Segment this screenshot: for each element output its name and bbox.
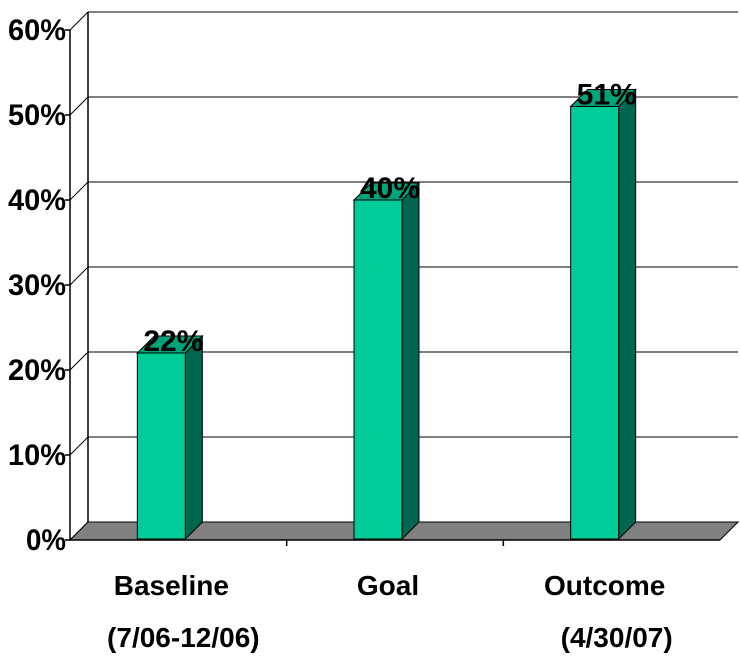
gridline-diagonal — [69, 351, 89, 371]
bar-side — [401, 181, 420, 541]
y-tick-label: 20% — [8, 354, 66, 387]
data-label: 51% — [577, 79, 637, 112]
x-tick-label: Baseline — [114, 570, 229, 601]
bar — [136, 352, 186, 540]
gridline-diagonal — [69, 266, 89, 286]
gridline-diagonal — [69, 181, 89, 201]
y-tick-label: 60% — [8, 14, 66, 47]
bar — [353, 199, 403, 540]
x-tick-label: Goal — [357, 570, 419, 601]
bar — [570, 106, 620, 540]
y-tick-label: 30% — [8, 269, 66, 302]
y-tick-label: 0% — [26, 524, 66, 557]
gridline-diagonal — [69, 96, 89, 116]
x-tick-label-line2: (7/06-12/06) — [107, 622, 260, 653]
labels: 0% 10% 20% 30% 40% 50% 60% 22% Baseline (7/06-12/… — [8, 14, 673, 653]
bar-side — [184, 334, 203, 541]
axes — [65, 12, 720, 546]
x-tick-label: Outcome — [544, 570, 665, 601]
data-label: 22% — [143, 325, 203, 358]
x-tick-label-line2: (4/30/07) — [561, 622, 673, 653]
y-tick-label: 50% — [8, 99, 66, 132]
bars — [136, 88, 637, 541]
gridline-diagonal — [69, 11, 89, 31]
data-label: 40% — [360, 172, 420, 205]
y-tick-label: 10% — [8, 439, 66, 472]
gridline-diagonal — [69, 436, 89, 456]
bar-side — [618, 88, 637, 541]
y-tick-label: 40% — [8, 184, 66, 217]
